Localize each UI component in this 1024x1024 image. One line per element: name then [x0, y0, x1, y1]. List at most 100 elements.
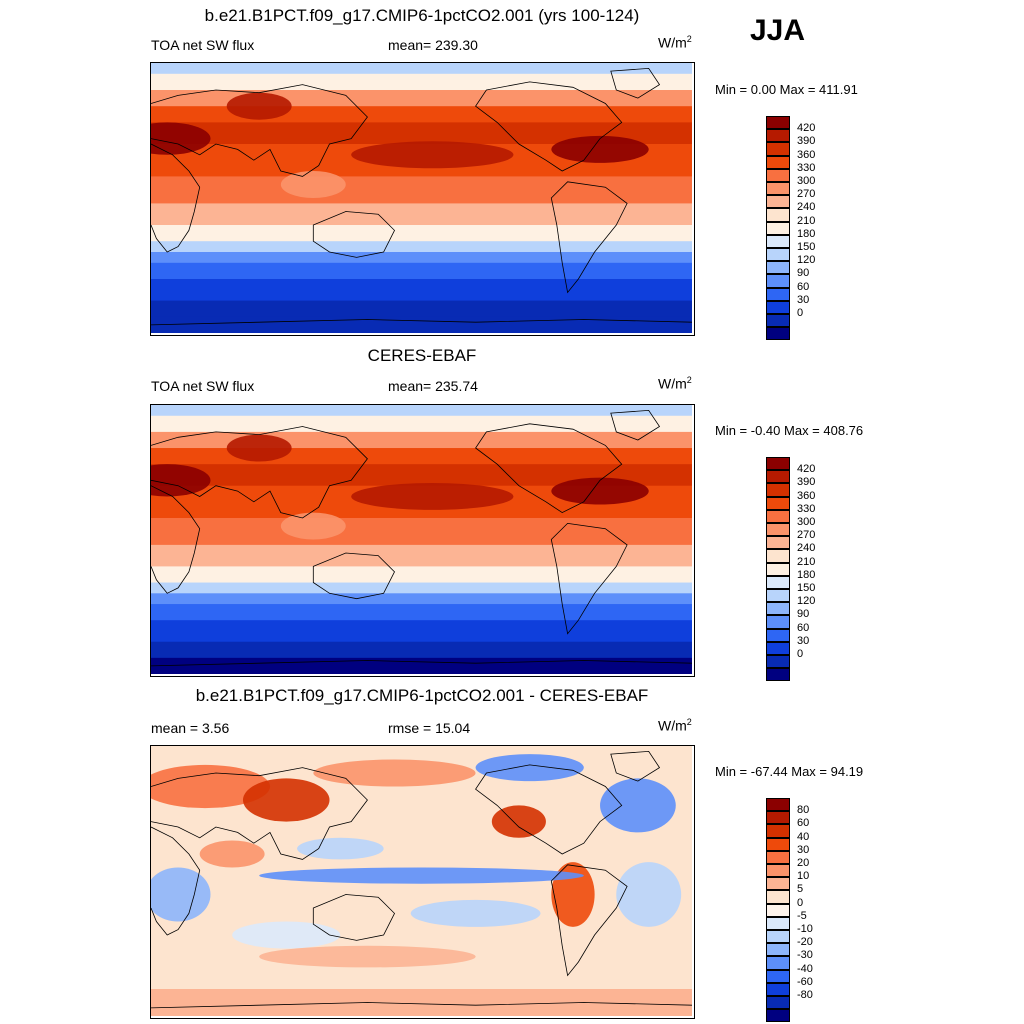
- map-field-patch: [232, 921, 341, 949]
- panel-1-variable-label: TOA net SW flux: [151, 37, 255, 53]
- map-field-patch: [259, 945, 476, 968]
- map-field-band: [151, 225, 692, 242]
- colorbar-box: [766, 221, 790, 235]
- colorbar-tick-label: -80: [797, 989, 813, 1001]
- map-field-svg: [151, 746, 692, 1016]
- colorbar-tick-label: 80: [797, 804, 810, 817]
- coastline: [312, 552, 395, 600]
- panel-3-unit-label: W/m2: [658, 717, 692, 734]
- colorbar-box: [766, 864, 790, 878]
- colorbar-tick-label: 20: [797, 857, 810, 869]
- colorbar-tick-label: 30: [797, 293, 810, 306]
- colorbar-box: [766, 536, 790, 550]
- map-field-svg: [151, 405, 692, 674]
- map-field-band: [151, 262, 692, 280]
- map-field-band: [151, 122, 692, 145]
- map-field-patch: [600, 778, 676, 833]
- colorbar-box: [766, 824, 790, 838]
- coastline: [151, 1002, 692, 1009]
- map-field-patch: [151, 764, 271, 809]
- panel-2-colorbar: 420 390 360 330 300 270 240 210 180 150 120 90 60 30 0: [766, 457, 846, 682]
- colorbar-tick-label: 30: [797, 634, 810, 647]
- colorbar-box: [766, 327, 790, 341]
- colorbar-tick-label: 300: [797, 175, 816, 187]
- coastline: [475, 764, 623, 855]
- map-field-band: [151, 63, 692, 75]
- colorbar-box: [766, 274, 790, 288]
- colorbar-tick-label: 30: [797, 843, 810, 856]
- colorbar-box: [766, 668, 790, 682]
- panel-1-unit-sup: 2: [686, 34, 692, 44]
- map-field-spot: [151, 464, 211, 497]
- colorbar-box: [766, 496, 790, 510]
- map-field-band: [151, 641, 692, 659]
- colorbar-box: [766, 628, 790, 642]
- colorbar-tick-label: 330: [797, 502, 816, 515]
- colorbar-tick-label: 0: [797, 896, 804, 909]
- map-field-band: [151, 300, 692, 318]
- coastline: [151, 660, 692, 667]
- coastline: [151, 826, 201, 936]
- colorbar-tick-label: 210: [797, 555, 816, 568]
- coastline: [151, 767, 368, 860]
- colorbar-box: [766, 655, 790, 669]
- colorbar-box: [766, 457, 790, 471]
- colorbar-box: [766, 234, 790, 248]
- colorbar-tick-label: 210: [797, 214, 816, 227]
- colorbar-tick-label: 420: [797, 122, 816, 135]
- map-field-spot: [351, 483, 514, 510]
- map-field-spot: [351, 141, 514, 169]
- colorbar-tick-label: 150: [797, 582, 816, 594]
- map-field-patch: [199, 840, 265, 868]
- map-field-band: [151, 620, 692, 643]
- colorbar-tick-label: 360: [797, 148, 816, 161]
- map-field-patch: [297, 837, 384, 860]
- map-field-band: [151, 252, 692, 264]
- map-field-band: [151, 176, 692, 204]
- map-field-spot: [551, 135, 649, 163]
- colorbar-tick-label: 40: [797, 830, 810, 843]
- colorbar-box: [766, 798, 790, 812]
- panel-2-unit-label: W/m2: [658, 375, 692, 392]
- colorbar-box: [766, 155, 790, 169]
- map-field-band: [151, 464, 692, 487]
- colorbar-box: [766, 837, 790, 851]
- colorbar-box: [766, 602, 790, 616]
- colorbar-tick-label: 360: [797, 489, 816, 502]
- map-field-patch: [410, 899, 541, 927]
- colorbar-box: [766, 523, 790, 537]
- colorbar-box: [766, 982, 790, 996]
- colorbar-box: [766, 930, 790, 944]
- panel-3-unit-sup: 2: [686, 717, 692, 727]
- panel-2-unit-sup: 2: [686, 375, 692, 385]
- map-field-band: [151, 593, 692, 605]
- colorbar-box: [766, 168, 790, 182]
- panel-3-title: b.e21.B1PCT.f09_g17.CMIP6-1pctCO2.001 - …: [195, 686, 649, 705]
- colorbar-box: [766, 850, 790, 864]
- panel-3-map: [150, 745, 695, 1019]
- map-field-spot: [226, 92, 292, 120]
- colorbar-tick-label: 5: [797, 883, 804, 896]
- coastline: [475, 423, 623, 514]
- coastline: [312, 894, 395, 941]
- colorbar-tick-label: -5: [797, 909, 807, 922]
- panel-1-map: [150, 62, 695, 336]
- coastline: [550, 522, 628, 635]
- colorbar-tick-label: 60: [797, 817, 810, 830]
- panel-1-mean-label: mean= 239.30: [388, 37, 478, 53]
- map-field-band: [151, 73, 692, 91]
- map-field-spot: [280, 171, 346, 198]
- panel-1-unit-text: W/m: [658, 34, 687, 51]
- coastline: [550, 181, 628, 294]
- colorbar-box: [766, 248, 790, 262]
- colorbar-box: [766, 877, 790, 891]
- colorbar-tick-label: 180: [797, 568, 816, 581]
- colorbar-tick-label: 90: [797, 267, 810, 280]
- colorbar-tick-label: 240: [797, 542, 816, 555]
- map-field-svg: [151, 63, 692, 333]
- map-field-band: [151, 657, 692, 674]
- colorbar-box: [766, 956, 790, 970]
- panel-1-title: b.e21.B1PCT.f09_g17.CMIP6-1pctCO2.001 (y…: [204, 6, 640, 25]
- map-field-band: [151, 604, 692, 621]
- colorbar-box: [766, 509, 790, 523]
